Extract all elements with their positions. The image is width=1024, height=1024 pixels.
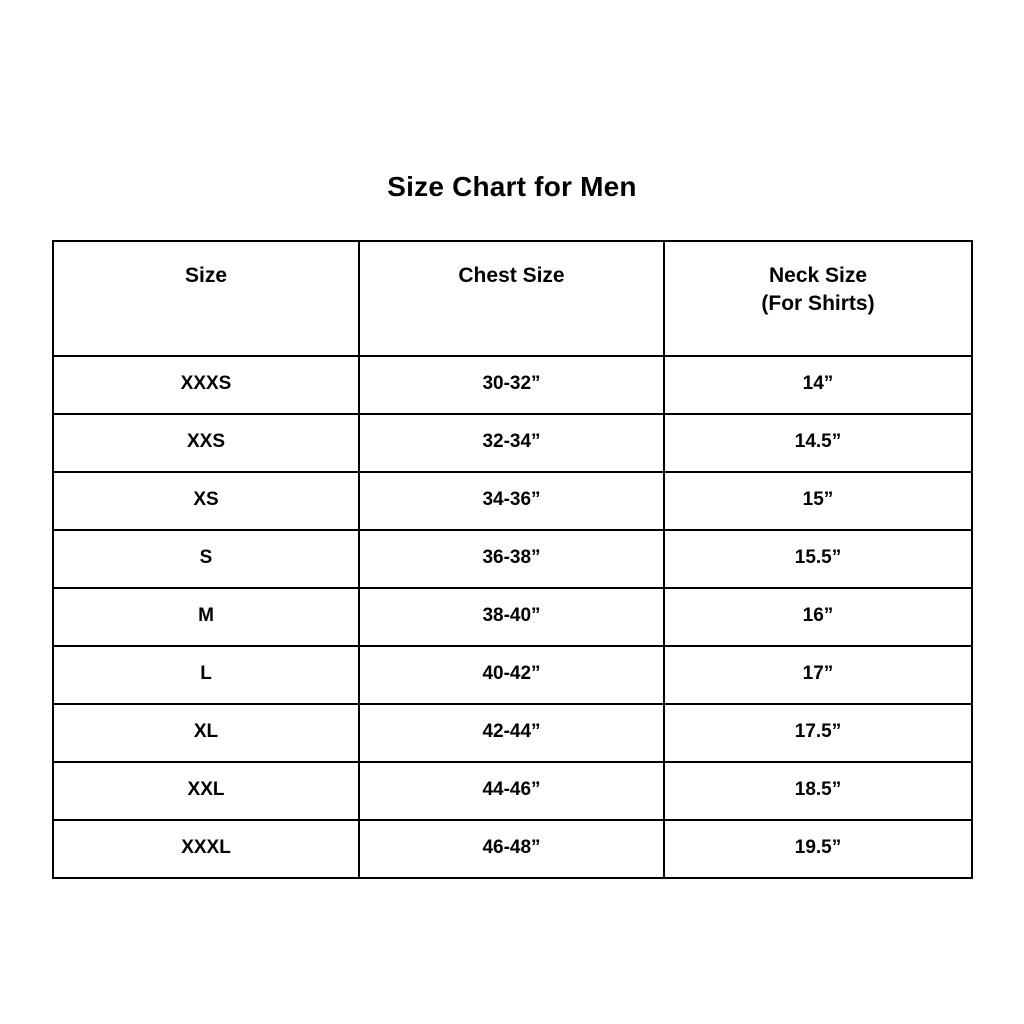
cell-chest: 32-34”: [358, 413, 665, 473]
size-table-container: Size Chest Size Neck Size (For Shirts) X…: [52, 240, 973, 879]
cell-size: XXL: [52, 761, 360, 821]
column-header-neck-size-line-1: Neck Size: [768, 264, 868, 287]
table-body: XXXS 30-32” 14” XXS 32-34” 14.5” XS 34-3…: [52, 355, 973, 879]
table-row: XXL 44-46” 18.5”: [52, 761, 973, 821]
cell-neck: 19.5”: [663, 819, 973, 879]
column-header-neck-size: Neck Size (For Shirts): [663, 240, 973, 357]
column-header-chest-size: Chest Size: [358, 240, 665, 357]
cell-neck: 14.5”: [663, 413, 973, 473]
cell-size: L: [52, 645, 360, 705]
size-chart-table: Size Chest Size Neck Size (For Shirts) X…: [52, 240, 973, 879]
page-title: Size Chart for Men: [387, 171, 637, 202]
cell-neck: 14”: [663, 355, 973, 415]
table-row: XXS 32-34” 14.5”: [52, 413, 973, 473]
table-row: XS 34-36” 15”: [52, 471, 973, 531]
cell-chest: 30-32”: [358, 355, 665, 415]
table-header: Size Chest Size Neck Size (For Shirts): [52, 240, 973, 357]
cell-neck: 17.5”: [663, 703, 973, 763]
table-row: S 36-38” 15.5”: [52, 529, 973, 589]
cell-chest: 36-38”: [358, 529, 665, 589]
column-header-neck-size-line-2: (For Shirts): [761, 292, 875, 316]
column-header-size: Size: [52, 240, 360, 357]
cell-chest: 34-36”: [358, 471, 665, 531]
cell-size: XXXS: [52, 355, 360, 415]
cell-chest: 40-42”: [358, 645, 665, 705]
table-row: L 40-42” 17”: [52, 645, 973, 705]
cell-size: XXS: [52, 413, 360, 473]
cell-chest: 38-40”: [358, 587, 665, 647]
cell-neck: 15.5”: [663, 529, 973, 589]
table-row: XXXS 30-32” 14”: [52, 355, 973, 415]
table-header-row: Size Chest Size Neck Size (For Shirts): [52, 240, 973, 357]
column-header-chest-size-line-1: Chest Size: [458, 264, 565, 287]
table-row: M 38-40” 16”: [52, 587, 973, 647]
cell-size: XXXL: [52, 819, 360, 879]
cell-size: XS: [52, 471, 360, 531]
column-header-size-line-1: Size: [184, 264, 228, 287]
cell-size: M: [52, 587, 360, 647]
table-row: XL 42-44” 17.5”: [52, 703, 973, 763]
cell-neck: 18.5”: [663, 761, 973, 821]
cell-chest: 42-44”: [358, 703, 665, 763]
cell-neck: 16”: [663, 587, 973, 647]
cell-neck: 15”: [663, 471, 973, 531]
cell-chest: 46-48”: [358, 819, 665, 879]
cell-size: S: [52, 529, 360, 589]
table-row: XXXL 46-48” 19.5”: [52, 819, 973, 879]
cell-size: XL: [52, 703, 360, 763]
cell-chest: 44-46”: [358, 761, 665, 821]
cell-neck: 17”: [663, 645, 973, 705]
